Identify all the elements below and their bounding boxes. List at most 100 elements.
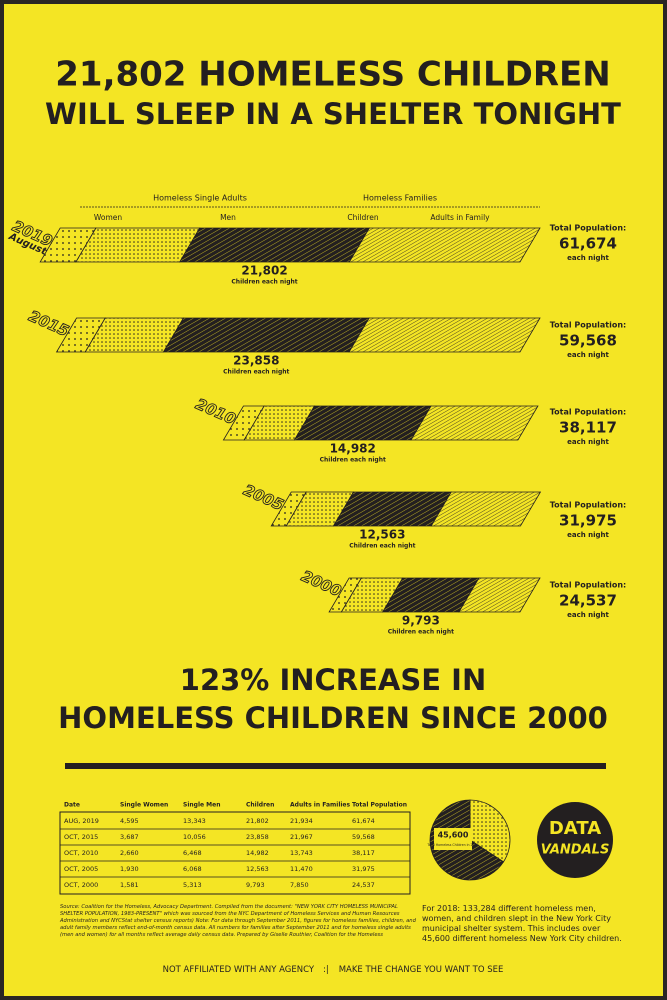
children-value: 9,793 (402, 614, 440, 628)
total-note: each night (567, 351, 609, 359)
children-value: 21,802 (241, 264, 287, 278)
series-label: Women (94, 213, 122, 222)
total-note: each night (567, 531, 609, 539)
table-cell: OCT, 2010 (64, 849, 98, 857)
year-label: 2015 (26, 306, 72, 340)
table-header: Total Population (352, 802, 407, 809)
table-cell: 1,930 (120, 865, 139, 873)
table-header: Children (246, 802, 274, 809)
year: 2015 (26, 307, 71, 340)
table-cell: 12,563 (246, 865, 269, 873)
table-cell: 23,858 (246, 833, 269, 841)
pie-sublabel: Total Homeless Children in 2018 (426, 843, 478, 847)
year: 2000 (299, 567, 344, 600)
table-cell: 24,537 (352, 881, 375, 889)
total-value: 38,117 (559, 419, 617, 437)
children-note: Children each night (223, 369, 289, 376)
table-cell: 4,595 (120, 817, 139, 825)
table-cell: 21,967 (290, 833, 313, 841)
bar-segment (430, 491, 542, 527)
footer-text: NOT AFFILIATED WITH ANY AGENCY (163, 965, 315, 975)
footer-text: :| (323, 965, 329, 975)
table-cell: 13,743 (290, 849, 313, 857)
total-value: 61,674 (559, 235, 617, 253)
bar-segment (348, 227, 541, 263)
table-cell: 21,802 (246, 817, 269, 825)
total-value: 24,537 (559, 592, 617, 610)
logo-text: VANDALS (541, 843, 610, 858)
total-label: Total Population: (550, 501, 627, 510)
total-value: 31,975 (559, 512, 617, 530)
logo-text: DATA (549, 818, 601, 839)
table-cell: 5,313 (183, 881, 202, 889)
table-cell: 38,117 (352, 849, 375, 857)
headline-line: HOMELESS CHILDREN SINCE 2000 (58, 701, 608, 735)
source-note: Source: Coalition for the Homeless, Advo… (60, 904, 416, 938)
children-value: 14,982 (330, 442, 376, 456)
table-cell: 31,975 (352, 865, 375, 873)
table-header: Single Women (120, 802, 168, 809)
table-cell: OCT, 2000 (64, 881, 98, 889)
year: 2010 (193, 395, 238, 428)
pie-label: 45,600 (438, 831, 469, 840)
children-note: Children each night (320, 457, 386, 464)
logo-circle (537, 802, 613, 878)
table-cell: 2,660 (120, 849, 139, 857)
bar-segment (332, 491, 452, 527)
total-value: 59,568 (559, 332, 617, 350)
title-line: WILL SLEEP IN A SHELTER TONIGHT (45, 97, 621, 131)
total-label: Total Population: (550, 408, 627, 417)
series-label: Men (220, 213, 236, 222)
title-line: 21,802 HOMELESS CHILDREN (55, 55, 610, 95)
table-cell: 3,687 (120, 833, 139, 841)
series-label: Children (347, 213, 378, 222)
table-cell: 9,793 (246, 881, 265, 889)
table-header: Date (64, 802, 80, 809)
table-cell: 1,581 (120, 881, 139, 889)
table-cell: OCT, 2005 (64, 865, 98, 873)
year-label: 2005 (240, 480, 286, 514)
table-header: Adults in Families (290, 802, 350, 809)
table-cell: 13,343 (183, 817, 206, 825)
total-label: Total Population: (550, 321, 627, 330)
table-cell: OCT, 2015 (64, 833, 98, 841)
year-label: 2010 (192, 394, 238, 428)
total-note: each night (567, 438, 609, 446)
children-note: Children each night (349, 543, 415, 550)
table-cell: 14,982 (246, 849, 269, 857)
children-note: Children each night (231, 279, 297, 286)
note-2018: For 2018: 133,284 different homeless men… (422, 904, 622, 943)
table-cell: 21,934 (290, 817, 313, 825)
total-label: Total Population: (550, 224, 627, 233)
total-note: each night (567, 254, 609, 262)
table-header: Single Men (183, 802, 220, 809)
table-cell: 7,850 (290, 881, 309, 889)
table-cell: 61,674 (352, 817, 375, 825)
pie-label-bg (434, 828, 472, 850)
series-label: Adults in Family (430, 213, 490, 222)
footer: NOT AFFILIATED WITH ANY AGENCY :| MAKE THE… (163, 965, 504, 975)
group-label: Homeless Single Adults (153, 194, 247, 203)
headline-line: 123% INCREASE IN (180, 663, 486, 697)
children-note: Children each night (388, 629, 454, 636)
bar-segment (410, 405, 539, 441)
table-cell: 6,068 (183, 865, 202, 873)
bar-segment (293, 405, 432, 441)
year: 2005 (241, 481, 286, 514)
bar-segment (75, 227, 201, 263)
table-cell: AUG, 2019 (64, 817, 99, 825)
bar-segment (458, 577, 541, 613)
footer-text: MAKE THE CHANGE YOU WANT TO SEE (339, 965, 504, 975)
table-frame (59, 811, 411, 895)
year-label: 2000 (298, 566, 344, 600)
group-label: Homeless Families (363, 194, 437, 203)
children-value: 12,563 (359, 528, 405, 542)
total-note: each night (567, 611, 609, 619)
bar-segment (348, 317, 541, 353)
table-cell: 59,568 (352, 833, 375, 841)
bar-segment (162, 317, 370, 353)
table-cell: 11,470 (290, 865, 313, 873)
table-cell: 6,468 (183, 849, 202, 857)
children-value: 23,858 (233, 354, 279, 368)
